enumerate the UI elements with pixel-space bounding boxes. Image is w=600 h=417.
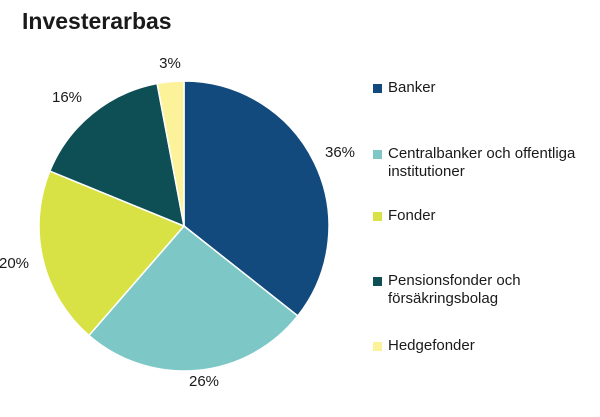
- pie-slice-2: [38, 170, 186, 337]
- chart-title: Investerarbas: [22, 8, 172, 34]
- pie-slice-3: [48, 82, 185, 228]
- legend-swatch: [373, 342, 382, 351]
- legend-label: Hedgefonder: [388, 337, 475, 354]
- legend-label: Pensionsfonder och försäkringsbolag: [388, 272, 521, 307]
- data-label-0: 36%: [325, 144, 355, 161]
- pie-slice-1: [87, 224, 299, 372]
- legend-label: Banker: [388, 79, 436, 96]
- legend-label: Centralbanker och offentliga institution…: [388, 145, 576, 180]
- data-label-4: 3%: [159, 55, 181, 72]
- legend-swatch: [373, 277, 382, 286]
- pie-slice-0: [183, 80, 330, 317]
- data-label-1: 26%: [189, 373, 219, 390]
- data-label-3: 16%: [52, 89, 82, 106]
- legend-label: Fonder: [388, 207, 436, 224]
- legend-swatch: [373, 150, 382, 159]
- pie-slice-4: [156, 80, 185, 227]
- legend-swatch: [373, 212, 382, 221]
- data-label-2: 20%: [0, 255, 29, 272]
- legend-swatch: [373, 84, 382, 93]
